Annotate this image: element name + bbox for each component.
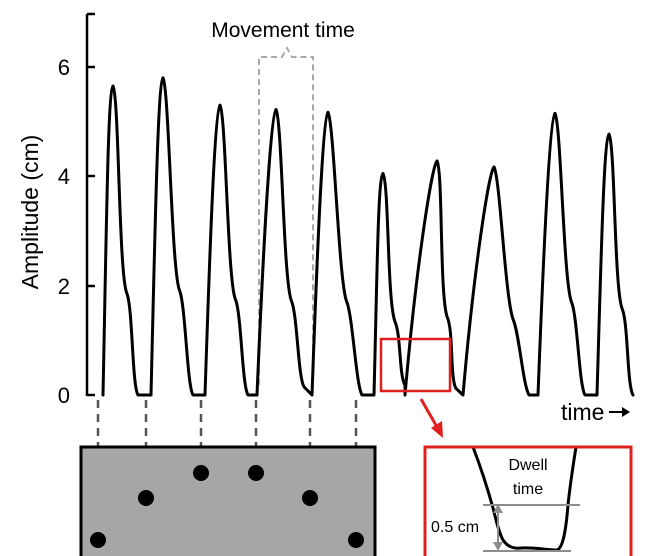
target-dot xyxy=(248,465,264,481)
scale-label: 0.5 cm xyxy=(431,519,479,536)
peak-point-1 xyxy=(111,84,115,88)
zoom-arrow-icon xyxy=(419,398,443,438)
peak-point-10 xyxy=(607,132,611,136)
y-tick-label-2: 2 xyxy=(58,274,70,299)
target-dots xyxy=(90,465,364,548)
peak-point-9 xyxy=(553,111,557,115)
movement-time-bracket xyxy=(258,45,314,385)
target-dot xyxy=(138,490,154,506)
peak-point-8 xyxy=(492,165,496,169)
y-axis-title: Amplitude (cm) xyxy=(17,135,43,290)
y-ticks xyxy=(87,12,95,397)
scale-arrow-icon xyxy=(493,504,503,551)
y-tick-label-0: 0 xyxy=(58,383,70,408)
amplitude-trace xyxy=(101,76,635,397)
y-tick-label-4: 4 xyxy=(58,164,70,189)
inset-frame xyxy=(423,445,633,556)
target-dot xyxy=(302,490,318,506)
highlight-box xyxy=(379,337,452,393)
dwell-label-line2: time xyxy=(513,481,543,498)
peak-point-6 xyxy=(381,172,385,176)
peak-point-4 xyxy=(274,108,278,112)
dwell-inset: Dwell time 0.5 cm xyxy=(423,445,633,556)
peak-point-5 xyxy=(326,110,330,114)
peak-point-2 xyxy=(161,76,165,80)
dwell-label-line1: Dwell xyxy=(508,457,547,474)
target-dot xyxy=(193,465,209,481)
y-tick-label-6: 6 xyxy=(58,55,70,80)
x-axis-title: time xyxy=(561,399,604,425)
peak-point-7 xyxy=(435,159,439,163)
time-arrow-icon xyxy=(609,407,630,417)
target-dot xyxy=(90,532,106,548)
target-panel xyxy=(79,445,377,556)
peak-point-3 xyxy=(218,103,222,107)
movement-time-label: Movement time xyxy=(211,19,355,42)
peak-markers xyxy=(111,76,611,176)
target-dot xyxy=(348,532,364,548)
